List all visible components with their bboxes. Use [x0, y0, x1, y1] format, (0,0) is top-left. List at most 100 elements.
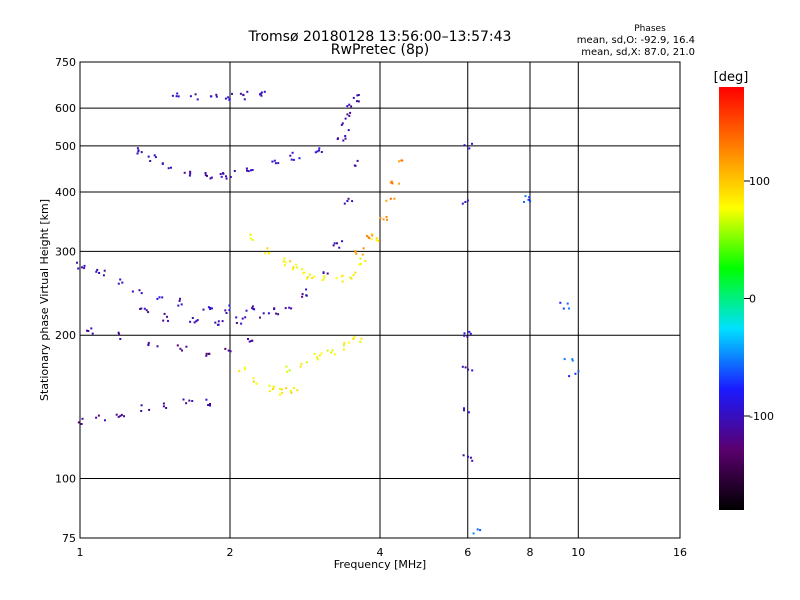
data-point: [356, 100, 358, 103]
data-point: [266, 247, 269, 250]
data-point: [243, 366, 246, 369]
data-point: [224, 309, 227, 312]
data-point: [338, 246, 341, 249]
data-point: [346, 200, 349, 202]
data-point: [271, 160, 274, 163]
data-point: [285, 365, 288, 368]
data-point: [170, 166, 172, 169]
data-point: [291, 268, 294, 271]
data-point: [267, 312, 270, 315]
data-point: [563, 358, 566, 361]
data-point: [302, 272, 305, 275]
data-point: [562, 307, 565, 310]
data-point: [243, 98, 246, 101]
data-point: [131, 290, 134, 293]
data-point: [119, 338, 122, 340]
data-point: [301, 295, 304, 298]
data-point: [262, 312, 265, 315]
data-point: [467, 411, 470, 414]
data-point: [352, 338, 355, 340]
data-point: [227, 349, 230, 352]
data-point: [171, 94, 174, 97]
data-point: [178, 299, 181, 302]
data-point: [204, 172, 207, 174]
data-point: [136, 152, 139, 155]
data-point: [330, 351, 333, 354]
data-point: [476, 528, 479, 531]
data-point: [153, 154, 156, 157]
x-tick-label: 16: [673, 546, 687, 559]
data-point: [91, 332, 94, 335]
data-point: [228, 309, 231, 312]
data-point: [344, 137, 347, 140]
data-point: [290, 307, 293, 310]
data-point: [340, 123, 343, 126]
data-point: [307, 276, 309, 278]
data-point: [249, 233, 252, 236]
data-point: [252, 377, 255, 380]
data-point: [222, 172, 225, 175]
data-point: [224, 347, 227, 350]
data-point: [211, 307, 213, 310]
data-point: [342, 139, 345, 142]
data-point: [238, 370, 241, 373]
data-point: [194, 93, 197, 96]
data-point: [209, 404, 211, 407]
data-point: [333, 353, 336, 356]
data-point: [350, 105, 353, 108]
data-point: [401, 159, 404, 162]
data-point: [229, 350, 232, 353]
data-point: [207, 352, 210, 355]
data-point: [577, 370, 580, 373]
data-point: [209, 308, 212, 310]
data-point: [195, 320, 198, 323]
data-point: [246, 169, 248, 172]
data-point: [274, 162, 277, 165]
data-point: [206, 174, 208, 177]
data-point: [359, 257, 362, 260]
data-point: [281, 392, 284, 394]
data-point: [467, 368, 470, 371]
data-point: [344, 117, 347, 120]
data-point: [284, 307, 287, 310]
data-point: [263, 90, 266, 93]
data-point: [268, 384, 271, 387]
data-point: [140, 307, 143, 310]
data-point: [295, 263, 298, 266]
data-point: [96, 268, 99, 271]
data-point: [140, 292, 143, 295]
data-point: [464, 366, 467, 369]
data-point: [177, 95, 180, 98]
data-point: [469, 332, 472, 335]
data-point: [167, 167, 170, 170]
data-point: [77, 421, 80, 424]
data-point: [80, 423, 83, 425]
data-point: [250, 339, 253, 342]
data-point: [296, 266, 298, 269]
data-point: [209, 403, 211, 405]
data-point: [349, 276, 352, 279]
data-point: [316, 358, 319, 361]
data-point: [117, 415, 120, 418]
data-point: [523, 201, 525, 203]
data-point: [379, 216, 382, 219]
data-point: [249, 169, 252, 172]
data-point: [185, 402, 188, 405]
data-point: [288, 306, 291, 309]
data-point: [301, 268, 304, 271]
data-point: [227, 96, 230, 99]
data-point: [393, 197, 396, 200]
data-point: [205, 398, 208, 401]
data-point: [97, 414, 100, 417]
data-point: [87, 330, 90, 332]
data-point: [323, 275, 326, 278]
data-point: [318, 354, 321, 357]
data-point: [191, 317, 194, 319]
data-point: [165, 407, 168, 409]
data-point: [145, 309, 148, 312]
data-point: [382, 218, 385, 221]
data-point: [229, 176, 232, 178]
data-point: [386, 218, 389, 221]
data-point: [566, 302, 569, 305]
